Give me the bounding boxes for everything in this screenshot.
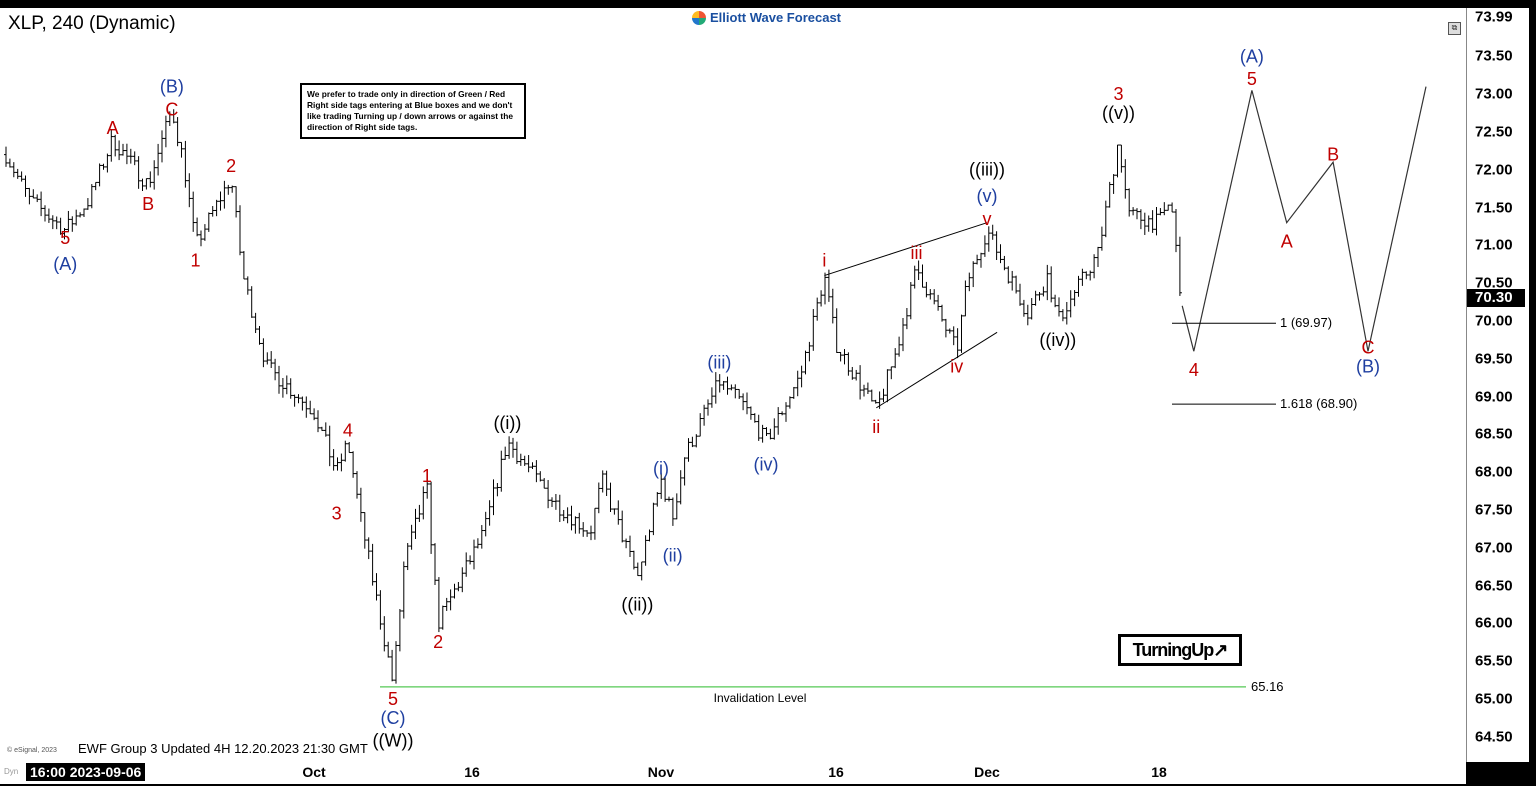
time-axis[interactable]: Dyn 16:00 2023-09-06 Oct 16 Nov 16 Dec 18 <box>0 762 1466 784</box>
time-cursor-label: 16:00 2023-09-06 <box>26 763 146 781</box>
invalidation-value: 65.16 <box>1251 679 1284 694</box>
wave-label: (iv) <box>754 455 779 475</box>
price-tick-label: 67.50 <box>1475 501 1513 519</box>
wave-label: ((i)) <box>493 413 521 433</box>
price-tick-label: 73.50 <box>1475 47 1513 65</box>
price-chart: 1 (69.97) 1.618 (68.90) 65.16 Invalidation … <box>4 46 1427 751</box>
price-tick-label: 68.50 <box>1475 425 1513 443</box>
price-tick-label: 71.50 <box>1475 199 1513 217</box>
wave-label: (A) <box>1240 46 1264 66</box>
update-footer: EWF Group 3 Updated 4H 12.20.2023 21:30 … <box>78 741 368 756</box>
wave-label: A <box>1281 232 1293 252</box>
price-tick-label: 64.50 <box>1475 728 1513 746</box>
wave-label: A <box>107 118 119 138</box>
wave-label: ((v)) <box>1102 103 1135 123</box>
wave-label: 4 <box>343 421 353 441</box>
wave-label: 1 <box>191 250 201 270</box>
wave-label: iv <box>950 356 963 376</box>
price-tick-label: 70.00 <box>1475 312 1513 330</box>
wave-label: (v) <box>977 186 998 206</box>
esignal-copyright: © eSignal, 2023 <box>7 747 57 754</box>
ewf-logo-icon <box>692 10 706 25</box>
wave-label: (C) <box>381 708 406 728</box>
wave-label: 3 <box>1114 84 1124 104</box>
price-tick-label: 64.00 <box>1475 766 1513 784</box>
wave-label: (i) <box>653 458 669 478</box>
price-tick-label: 70.50 <box>1475 274 1513 292</box>
price-tick-label: 66.50 <box>1475 577 1513 595</box>
wave-label: ((iii)) <box>969 160 1005 180</box>
turning-up-arrow-icon: ↗ <box>1213 639 1228 660</box>
brand-logo: Elliott Wave Forecast <box>692 10 841 25</box>
wave-label: 5 <box>388 689 398 709</box>
wedge-line <box>876 331 998 409</box>
wave-label: 5 <box>1247 69 1257 89</box>
extension-label-1: 1 (69.97) <box>1280 315 1332 330</box>
time-tick-label: Dec <box>974 764 1000 780</box>
wave-label: 1 <box>422 466 432 486</box>
price-axis[interactable]: 73.99 73.50 73.00 72.50 72.00 71.50 71.00 70.5… <box>1466 8 1529 783</box>
wave-label: 5 <box>60 228 70 248</box>
wave-label: v <box>983 209 992 229</box>
time-tick-label: 16 <box>828 764 844 780</box>
wave-label: (iii) <box>707 353 731 373</box>
price-tick-label: 65.00 <box>1475 690 1513 708</box>
price-tick-label: 67.00 <box>1475 539 1513 557</box>
extension-label-1618: 1.618 (68.90) <box>1280 396 1357 411</box>
invalidation-caption: Invalidation Level <box>714 691 807 705</box>
price-tick-label: 72.00 <box>1475 161 1513 179</box>
wave-label: B <box>142 194 154 214</box>
price-tick-label: 71.00 <box>1475 236 1513 254</box>
wave-label: C <box>165 99 178 119</box>
wave-label: 2 <box>433 632 443 652</box>
time-tick-label: Nov <box>647 764 675 780</box>
price-tick-label: 72.50 <box>1475 123 1513 141</box>
price-axis-top-label: 73.99 <box>1475 8 1513 26</box>
wave-label: iii <box>911 243 923 263</box>
price-tick-label: 69.00 <box>1475 388 1513 406</box>
current-price-label: 70.30 <box>1467 289 1525 308</box>
price-tick-label: 73.00 <box>1475 85 1513 103</box>
wedge-line <box>824 222 988 277</box>
wave-label: ((ii)) <box>621 594 653 614</box>
wave-label: (A) <box>53 254 77 274</box>
time-tick-label: 18 <box>1151 764 1167 780</box>
wave-label: 2 <box>226 156 236 176</box>
window-restore-icon[interactable]: ⧉ <box>1448 22 1461 35</box>
turning-up-text: TurningUp <box>1132 639 1215 660</box>
wave-label: C <box>1361 337 1374 357</box>
chart-title: XLP, 240 (Dynamic) <box>8 13 176 34</box>
wave-label: ((W)) <box>373 731 414 751</box>
wave-label: i <box>822 250 826 270</box>
wave-label: (B) <box>1356 356 1380 376</box>
price-tick-label: 68.00 <box>1475 463 1513 481</box>
wave-label: 3 <box>332 504 342 524</box>
price-tick-label: 69.50 <box>1475 350 1513 368</box>
chart-plot-area[interactable]: 1 (69.97) 1.618 (68.90) 65.16 Invalidation … <box>0 8 1466 762</box>
time-tick-label: Oct <box>302 764 326 780</box>
wave-label: (B) <box>160 77 184 97</box>
price-tick-label: 66.00 <box>1475 614 1513 632</box>
wave-label: 4 <box>1189 360 1199 380</box>
time-tick-label: 16 <box>464 764 480 780</box>
brand-name: Elliott Wave Forecast <box>710 10 841 25</box>
wave-label: ((iv)) <box>1039 330 1076 350</box>
wave-label: B <box>1327 145 1339 165</box>
wave-label: ii <box>872 417 880 437</box>
dyn-label: Dyn <box>4 767 19 776</box>
wave-label: (ii) <box>663 545 683 565</box>
trading-note: We prefer to trade only in direction of … <box>300 83 526 139</box>
turning-up-badge: TurningUp ↗ <box>1118 634 1242 666</box>
price-tick-label: 65.50 <box>1475 652 1513 670</box>
projection-path <box>1181 86 1427 352</box>
